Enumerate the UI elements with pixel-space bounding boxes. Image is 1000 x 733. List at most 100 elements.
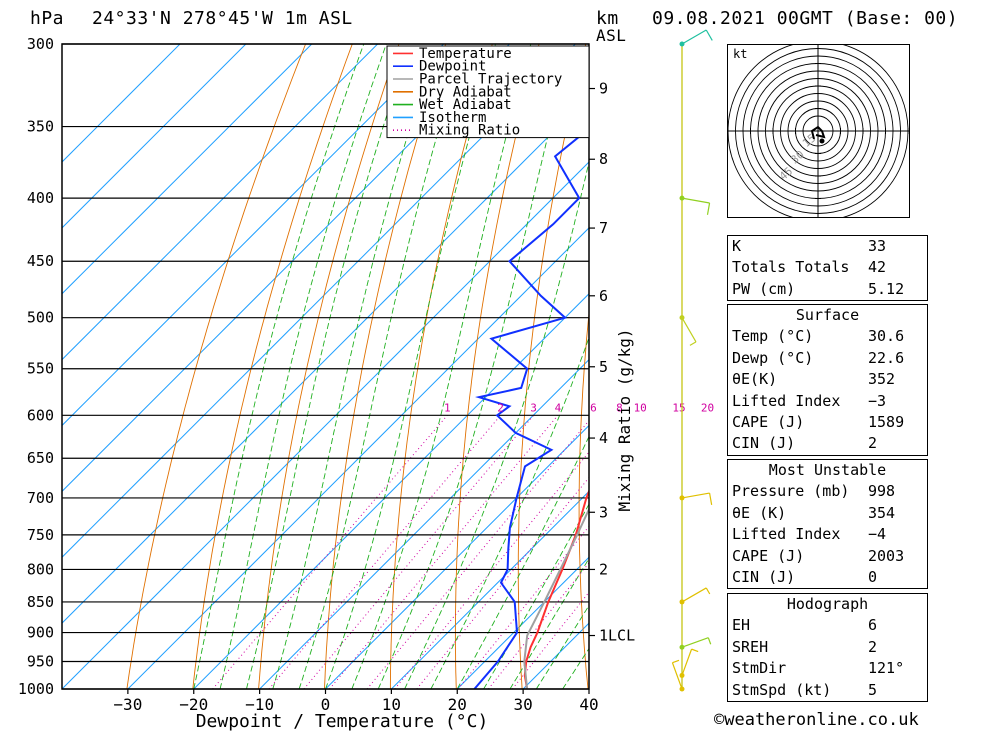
km-tick-label: 1LCL xyxy=(599,627,635,645)
pressure-tick-label: 400 xyxy=(27,189,54,207)
isotherm-line xyxy=(62,44,378,361)
pressure-tick-label: 850 xyxy=(27,593,54,611)
wet-adiabat-line xyxy=(562,647,589,689)
wet-adiabat-line xyxy=(219,44,387,689)
hodograph-unit-label: kt xyxy=(733,47,747,61)
wet-adiabat-line xyxy=(351,44,532,689)
mixing-ratio-line xyxy=(394,451,589,689)
stmdir-row: StmDir 121° xyxy=(732,659,905,678)
hodograph-panel: kt 15 30 45 xyxy=(727,44,910,218)
legend-label: Mixing Ratio xyxy=(419,123,520,139)
pressure-tick-label: 600 xyxy=(27,406,54,424)
isotherm-line xyxy=(655,44,720,689)
surface-table: Surface Temp (°C) 30.6 Dewp (°C) 22.6 θE(K… xyxy=(727,304,928,456)
legend-label: Temperature xyxy=(419,46,512,62)
k-index-row: K 33 xyxy=(732,237,887,255)
mu-theta-row: θE (K) 354 xyxy=(732,503,896,522)
wind-barb-flag xyxy=(707,637,712,645)
mixing-ratio-line xyxy=(416,476,589,689)
wind-barb xyxy=(679,492,713,505)
stmspd-row: StmSpd (kt) 5 xyxy=(732,680,878,699)
temperature-profile xyxy=(523,488,589,689)
isotherm-line xyxy=(325,424,589,689)
mu-li-row: Lifted Index −4 xyxy=(732,525,887,544)
surface-theta-row: θE(K) 352 xyxy=(732,370,896,389)
datetime-title: 09.08.2021 00GMT (Base: 00) xyxy=(652,8,959,29)
legend-label: Dry Adiabat xyxy=(419,84,512,100)
wind-barb-flag xyxy=(691,648,699,653)
dry-adiabat-line xyxy=(258,44,400,689)
pw-row: PW (cm) 5.12 xyxy=(732,279,905,298)
temp-tick-label: 20 xyxy=(448,695,467,714)
mixing-ratio-axis-label: Mixing Ratio (g/kg) xyxy=(615,328,634,511)
wind-barb-shaft xyxy=(671,662,683,690)
most-unstable-title: Most Unstable xyxy=(768,461,887,479)
isotherm-line xyxy=(62,44,313,295)
temp-tick-label: 0 xyxy=(321,695,331,714)
isotherm-line xyxy=(62,44,247,229)
wind-barb-flag xyxy=(708,492,713,505)
surface-dewp-row: Dewp (°C) 22.6 xyxy=(732,348,905,367)
parcel-trajectory-profile xyxy=(523,506,589,689)
isotherm-line xyxy=(62,161,589,689)
hodograph-table-title: Hodograph xyxy=(786,595,869,613)
mu-cape-row: CAPE (J) 2003 xyxy=(732,546,905,565)
wind-barb-shaft xyxy=(681,317,697,343)
hodograph-ring-label: 45 xyxy=(777,165,796,183)
location-title: 24°33'N 278°45'W 1m ASL xyxy=(92,8,353,29)
hpa-label: hPa xyxy=(30,8,65,29)
isotherm-line xyxy=(259,358,589,689)
footer-credit[interactable]: ©weatheronline.co.uk xyxy=(714,710,919,730)
isotherm-line xyxy=(62,44,510,493)
surface-title: Surface xyxy=(795,306,860,324)
isotherm-line xyxy=(62,44,576,558)
km-label: km xyxy=(596,8,619,29)
wet-adiabat-line xyxy=(272,44,437,689)
isotherm-line xyxy=(456,556,589,689)
sounding-profiles xyxy=(473,127,589,689)
wet-adiabat-line xyxy=(483,503,589,689)
wind-barb-flag xyxy=(705,587,711,595)
wind-barb xyxy=(679,195,711,215)
mixing-ratio-line xyxy=(268,414,501,689)
km-tick-label: 4 xyxy=(599,429,608,447)
mixing-ratio-label: 2 xyxy=(497,401,504,414)
pressure-tick-label: 900 xyxy=(27,624,54,642)
legend-label: Wet Adiabat xyxy=(419,97,512,113)
mixing-ratio-label: 10 xyxy=(634,401,647,414)
pressure-tick-label: 800 xyxy=(27,560,54,578)
wind-barb xyxy=(679,29,713,47)
dry-adiabat-line xyxy=(389,44,493,689)
temp-tick-label: 30 xyxy=(513,695,532,714)
wind-barb-flag xyxy=(705,29,713,41)
wind-barb xyxy=(679,637,712,650)
wind-barb xyxy=(671,659,685,692)
mixing-ratio-label: 3 xyxy=(530,401,537,414)
mixing-ratio-label: 20 xyxy=(701,401,714,414)
isotherm-line xyxy=(391,490,589,689)
dewpoint-profile xyxy=(473,127,589,689)
temp-tick-label: −10 xyxy=(245,695,274,714)
surface-cin-row: CIN (J) 2 xyxy=(732,434,878,453)
pressure-tick-label: 350 xyxy=(27,118,54,136)
pressure-tick-label: 700 xyxy=(27,489,54,507)
dry-adiabat-line xyxy=(192,44,353,689)
km-tick-label: 8 xyxy=(599,150,608,168)
axes: 3003504004505005506006507007508008509009… xyxy=(18,35,635,714)
isotherm-line xyxy=(62,44,181,163)
wind-barb-shaft xyxy=(681,648,693,676)
dry-adiabat-line xyxy=(578,308,589,689)
dry-adiabat-line xyxy=(126,44,307,689)
wet-adiabat-line xyxy=(430,336,589,689)
legend-label: Isotherm xyxy=(419,110,486,126)
legend-label: Parcel Trajectory xyxy=(419,72,562,88)
isotherm-line xyxy=(127,227,589,689)
mu-pressure-row: Pressure (mb) 998 xyxy=(732,482,896,501)
km-tick-label: 6 xyxy=(599,287,608,305)
pressure-tick-label: 450 xyxy=(27,252,54,270)
wet-adiabat-line xyxy=(404,160,589,689)
dry-adiabat-line xyxy=(695,26,720,715)
pressure-tick-label: 950 xyxy=(27,653,54,671)
